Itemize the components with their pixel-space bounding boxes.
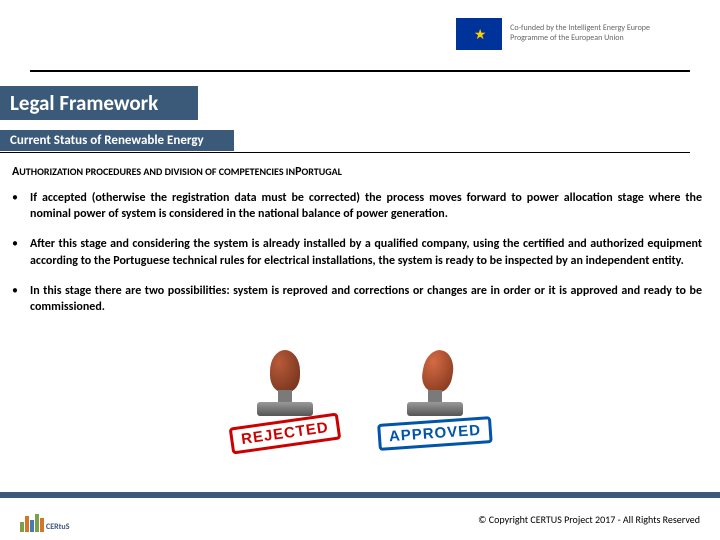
page-subtitle: Current Status of Renewable Energy [0,130,234,151]
bullet-text: If accepted (otherwise the registration … [30,190,702,222]
stamp-base-icon [407,402,463,416]
bullet-list: • If accepted (otherwise the registratio… [12,190,702,329]
stamp-handle-icon [420,348,457,395]
approved-label: APPROVED [377,416,493,451]
certus-logo: CERtuS [20,512,70,532]
eu-flag-icon: ★ [456,18,502,50]
rejected-label: REJECTED [229,412,342,454]
bullet-text: In this stage there are two possibilitie… [30,283,702,315]
eu-cofund-text: Co-funded by the Intelligent Energy Euro… [510,24,650,43]
heading-part-rest: UTHORIZATION PROCEDURES AND DIVISION OF … [19,165,295,178]
eu-text-line2: Programme of the European Union [510,34,650,44]
bullet-dot: • [12,236,30,268]
logo-text: CERtuS [46,522,70,532]
footer-divider [0,492,720,498]
subtitle-divider [0,152,690,153]
page-title: Legal Framework [0,86,198,120]
eu-cofund-block: ★ Co-funded by the Intelligent Energy Eu… [456,18,650,50]
eu-stars-icon: ★ [474,26,485,43]
list-item: • After this stage and considering the s… [12,236,702,268]
logo-bars-icon [20,512,44,532]
approved-stamp-icon: APPROVED [375,350,495,455]
bullet-dot: • [12,190,30,222]
list-item: • If accepted (otherwise the registratio… [12,190,702,222]
copyright-text: © Copyright CERTUS Project 2017 - All Ri… [478,513,700,526]
bullet-text: After this stage and considering the sys… [30,236,702,268]
stamp-base-icon [257,402,313,416]
stamp-handle-icon [270,350,300,392]
bullet-dot: • [12,283,30,315]
rejected-stamp-icon: REJECTED [225,350,345,455]
section-heading: AUTHORIZATION PROCEDURES AND DIVISION OF… [12,165,342,179]
header-divider [30,70,690,72]
stamps-row: REJECTED APPROVED [0,350,720,455]
heading-country-rest: ORTUGAL [301,165,341,178]
header: ★ Co-funded by the Intelligent Energy Eu… [0,0,720,75]
list-item: • In this stage there are two possibilit… [12,283,702,315]
